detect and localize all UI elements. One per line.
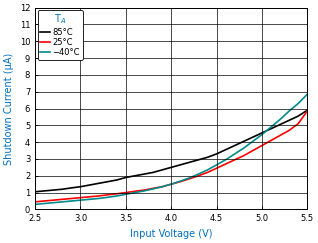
85°C — [169, 166, 173, 169]
85°C — [242, 140, 246, 143]
−40°C — [142, 190, 146, 192]
85°C — [233, 144, 237, 147]
25°C — [215, 167, 218, 170]
25°C — [205, 171, 209, 174]
25°C — [197, 174, 200, 177]
25°C — [178, 180, 182, 183]
−40°C — [79, 199, 82, 202]
−40°C — [115, 194, 119, 197]
25°C — [142, 189, 146, 191]
25°C — [33, 200, 37, 203]
−40°C — [106, 196, 110, 199]
25°C — [296, 122, 300, 125]
85°C — [205, 156, 209, 159]
85°C — [42, 190, 46, 192]
−40°C — [224, 158, 227, 161]
85°C — [51, 189, 55, 191]
85°C — [124, 176, 128, 179]
85°C — [178, 163, 182, 166]
Line: 85°C: 85°C — [35, 110, 307, 192]
−40°C — [151, 187, 155, 190]
25°C — [287, 129, 291, 132]
−40°C — [233, 152, 237, 155]
−40°C — [269, 126, 273, 129]
25°C — [260, 144, 264, 147]
85°C — [97, 182, 100, 185]
−40°C — [242, 147, 246, 149]
85°C — [88, 183, 92, 186]
85°C — [160, 168, 164, 171]
85°C — [142, 173, 146, 176]
25°C — [51, 199, 55, 202]
85°C — [115, 179, 119, 182]
85°C — [187, 161, 191, 164]
25°C — [160, 185, 164, 188]
25°C — [60, 198, 64, 201]
−40°C — [178, 180, 182, 183]
85°C — [197, 158, 200, 161]
25°C — [305, 110, 309, 113]
25°C — [88, 195, 92, 198]
85°C — [305, 109, 309, 112]
25°C — [79, 196, 82, 199]
85°C — [260, 131, 264, 134]
25°C — [151, 187, 155, 190]
−40°C — [97, 197, 100, 200]
−40°C — [205, 168, 209, 171]
X-axis label: Input Voltage (V): Input Voltage (V) — [130, 229, 212, 239]
−40°C — [197, 173, 200, 176]
25°C — [97, 194, 100, 197]
25°C — [269, 139, 273, 142]
−40°C — [260, 133, 264, 136]
−40°C — [33, 203, 37, 206]
85°C — [133, 174, 137, 177]
−40°C — [169, 183, 173, 186]
−40°C — [160, 185, 164, 188]
25°C — [233, 158, 237, 161]
Legend: 85°C, 25°C, −40°C: 85°C, 25°C, −40°C — [38, 10, 83, 60]
−40°C — [215, 163, 218, 166]
−40°C — [287, 110, 291, 113]
25°C — [242, 154, 246, 157]
−40°C — [296, 102, 300, 105]
−40°C — [60, 200, 64, 203]
−40°C — [133, 191, 137, 194]
85°C — [151, 171, 155, 174]
85°C — [278, 123, 282, 126]
−40°C — [251, 140, 255, 143]
Y-axis label: Shutdown Current (μA): Shutdown Current (μA) — [4, 52, 14, 165]
85°C — [224, 148, 227, 151]
25°C — [115, 192, 119, 195]
25°C — [187, 177, 191, 180]
25°C — [124, 191, 128, 194]
85°C — [215, 152, 218, 155]
85°C — [287, 119, 291, 122]
85°C — [251, 136, 255, 139]
Line: −40°C: −40°C — [35, 94, 307, 204]
85°C — [269, 127, 273, 130]
−40°C — [88, 198, 92, 201]
85°C — [296, 115, 300, 118]
25°C — [251, 149, 255, 152]
25°C — [133, 190, 137, 193]
−40°C — [124, 193, 128, 196]
Line: 25°C: 25°C — [35, 111, 307, 202]
85°C — [33, 190, 37, 193]
25°C — [169, 183, 173, 186]
−40°C — [69, 200, 73, 202]
85°C — [69, 186, 73, 189]
−40°C — [51, 201, 55, 204]
25°C — [224, 163, 227, 165]
25°C — [69, 197, 73, 200]
25°C — [42, 200, 46, 202]
−40°C — [278, 118, 282, 121]
25°C — [278, 134, 282, 137]
−40°C — [305, 93, 309, 96]
85°C — [60, 188, 64, 191]
85°C — [79, 185, 82, 188]
−40°C — [42, 202, 46, 205]
−40°C — [187, 176, 191, 179]
85°C — [106, 180, 110, 183]
25°C — [106, 193, 110, 196]
